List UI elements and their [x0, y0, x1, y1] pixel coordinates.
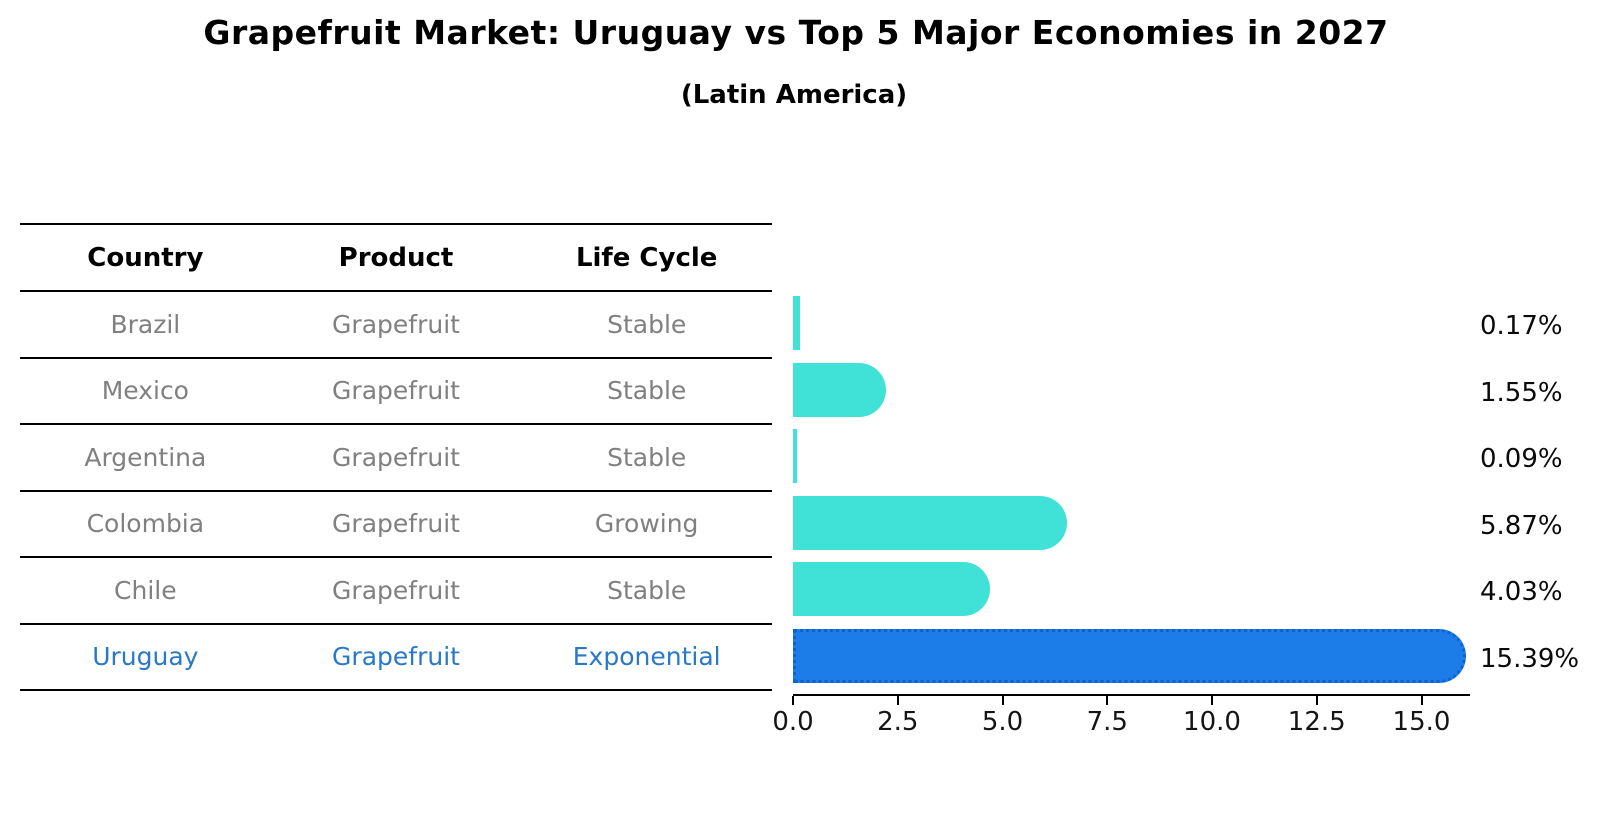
value-label-colombia: 5.87% [1480, 510, 1563, 541]
table-cell-life-cycle: Exponential [572, 642, 721, 672]
table-header-cell-product: Product [338, 242, 454, 273]
x-axis-line [793, 694, 1470, 696]
table-cell-product: Grapefruit [332, 509, 460, 539]
bar-colombia [793, 495, 1067, 550]
value-label-mexico: 1.55% [1480, 377, 1563, 408]
bar-brazil [793, 296, 801, 351]
bar-chile [793, 562, 990, 617]
table-header-cell-life-cycle: Life Cycle [575, 242, 718, 273]
table-cell-product: Grapefruit [332, 442, 460, 472]
table-cell-life-cycle: Stable [607, 575, 687, 605]
x-tick-label: 0.0 [772, 707, 814, 737]
table-row-uruguay: Uruguay Grapefruit Exponential [20, 622, 772, 690]
x-tick-mark [1106, 696, 1109, 705]
bar-argentina [793, 429, 797, 484]
table-cell-country: Uruguay [92, 642, 199, 672]
value-label-argentina: 0.09% [1480, 444, 1563, 475]
table-cell-product: Grapefruit [332, 376, 460, 406]
table-row-colombia: Colombia Grapefruit Growing [20, 489, 772, 557]
table-row-chile: Chile Grapefruit Stable [20, 556, 772, 623]
x-tick-mark [1211, 696, 1213, 705]
table-cell-country: Argentina [84, 442, 207, 472]
bar-uruguay [793, 628, 1466, 683]
table-cell-country: Chile [114, 575, 177, 605]
table-cell-life-cycle: Stable [607, 376, 687, 406]
value-label-brazil: 0.17% [1480, 311, 1563, 342]
table-header-cell-country: Country [87, 242, 204, 273]
table-cell-product: Grapefruit [332, 642, 460, 672]
table-row-mexico: Mexico Grapefruit Stable [20, 356, 772, 424]
value-label-chile: 4.03% [1480, 577, 1563, 608]
x-tick-label: 2.5 [877, 707, 919, 737]
x-tick-label: 5.0 [981, 707, 1024, 737]
table-header-row: Country Product Life Cycle [20, 223, 772, 290]
chart-title: Grapefruit Market: Uruguay vs Top 5 Majo… [203, 13, 1389, 52]
x-tick-label: 15.0 [1392, 707, 1451, 737]
table-cell-life-cycle: Stable [607, 309, 687, 339]
x-tick-label: 7.5 [1086, 707, 1128, 737]
bar-mexico [793, 362, 886, 417]
value-label-uruguay: 15.39% [1480, 643, 1580, 674]
table-cell-country: Colombia [86, 509, 205, 539]
table-row-argentina: Argentina Grapefruit Stable [20, 423, 772, 490]
country-table: Country Product Life Cycle Brazil Grapefrui… [20, 223, 772, 691]
table-body: Brazil Grapefruit Stable Mexico Grapefruit St… [20, 290, 772, 689]
x-tick-label: 10.0 [1183, 707, 1241, 737]
table-cell-country: Mexico [101, 376, 189, 406]
x-tick-mark [1420, 696, 1423, 705]
table-cell-product: Grapefruit [332, 309, 460, 339]
x-tick-mark [896, 696, 899, 705]
table-cell-country: Brazil [110, 309, 181, 339]
table-cell-product: Grapefruit [332, 575, 460, 605]
x-tick-label: 12.5 [1287, 707, 1346, 737]
chart-subtitle: (Latin America) [680, 80, 908, 110]
x-tick-mark [792, 696, 794, 705]
x-tick-mark [1001, 696, 1004, 705]
x-tick-mark [1315, 696, 1318, 705]
table-cell-life-cycle: Stable [607, 442, 687, 472]
table-row-brazil: Brazil Grapefruit Stable [20, 290, 772, 357]
table-cell-life-cycle: Growing [594, 509, 699, 539]
